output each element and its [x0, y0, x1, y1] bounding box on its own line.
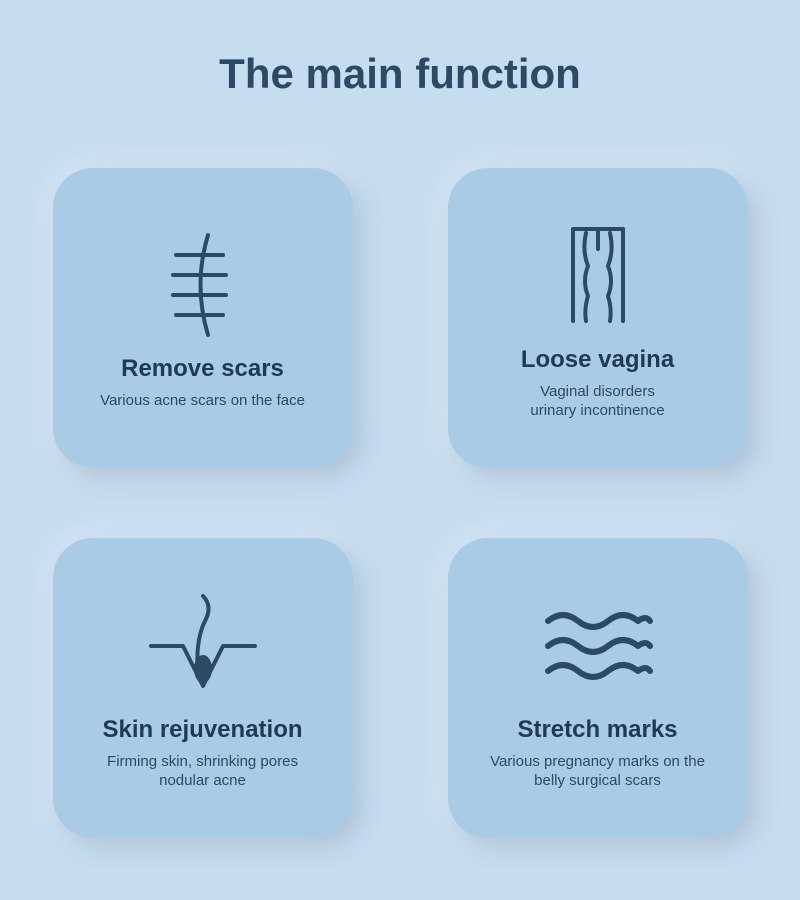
card-title: Stretch marks [517, 716, 677, 744]
card-loose-vagina: Loose vagina Vaginal disorders urinary i… [448, 168, 748, 468]
card-desc: Various pregnancy marks on the belly sur… [490, 752, 705, 791]
card-desc: Vaginal disorders urinary incontinence [530, 382, 664, 421]
card-skin-rejuvenation: Skin rejuvenation Firming skin, shrinkin… [53, 538, 353, 838]
follicle-icon [143, 586, 263, 706]
card-title: Skin rejuvenation [102, 716, 302, 744]
page-title: The main function [50, 50, 750, 98]
card-remove-scars: Remove scars Various acne scars on the f… [53, 168, 353, 468]
card-title: Loose vagina [521, 346, 674, 374]
waves-icon [538, 586, 658, 706]
card-stretch-marks: Stretch marks Various pregnancy marks on… [448, 538, 748, 838]
card-grid: Remove scars Various acne scars on the f… [50, 168, 750, 838]
vagina-icon [558, 216, 638, 336]
card-desc: Firming skin, shrinking pores nodular ac… [107, 752, 298, 791]
card-title: Remove scars [121, 355, 284, 383]
card-desc: Various acne scars on the face [100, 391, 305, 411]
scar-icon [158, 225, 248, 345]
infographic-container: The main function Remove scars Various a… [0, 0, 800, 900]
